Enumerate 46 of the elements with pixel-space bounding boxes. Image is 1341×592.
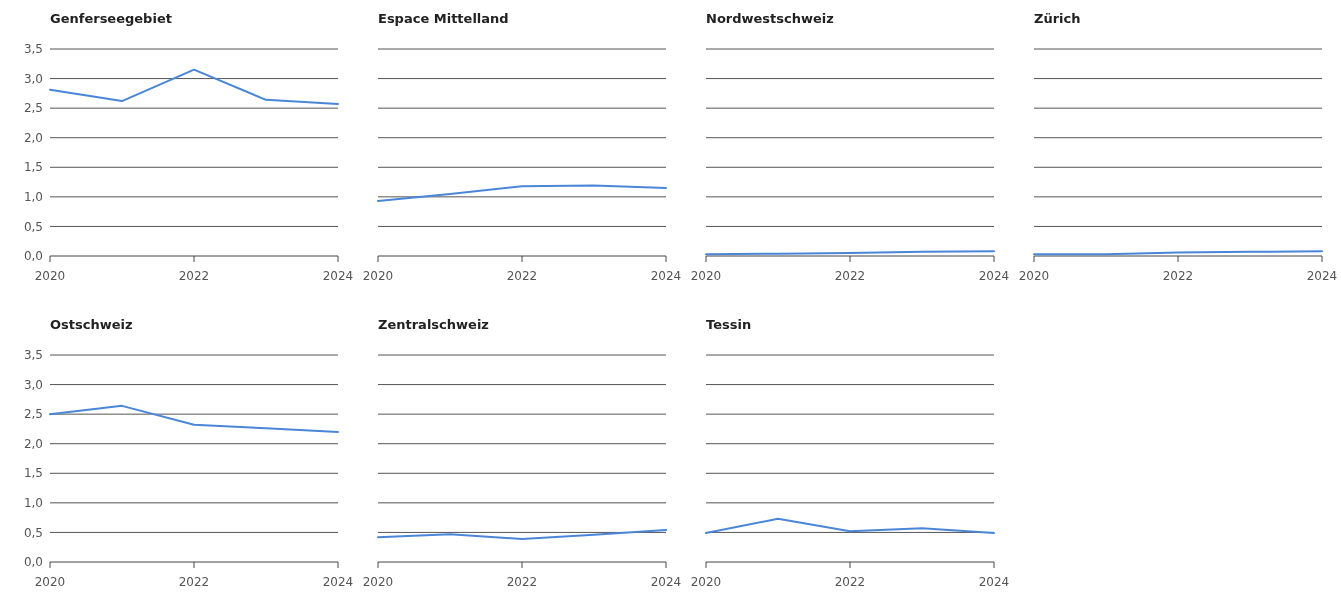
y-tick-label: 1,5 (23, 160, 43, 175)
y-tick-label: 0,0 (23, 249, 43, 264)
x-tick-label: 2024 (322, 269, 354, 283)
x-tick-label: 2020 (362, 269, 394, 283)
y-tick-label: 3,5 (23, 42, 43, 57)
y-tick-label: 0,5 (23, 219, 43, 234)
x-tick-label: 2022 (178, 575, 210, 589)
chart-title: Zürich (1034, 11, 1081, 26)
y-tick-label: 3,0 (23, 71, 43, 86)
x-tick-label: 2024 (1306, 269, 1338, 283)
x-tick-label: 2022 (506, 269, 538, 283)
y-tick-label: 2,5 (23, 101, 43, 116)
x-tick-label: 2022 (834, 269, 866, 283)
x-tick-label: 2020 (34, 269, 66, 283)
chart-title: Genferseegebiet (50, 11, 172, 26)
x-tick-label: 2024 (650, 269, 682, 283)
x-tick-label: 2020 (34, 575, 66, 589)
chart-title: Nordwestschweiz (706, 11, 834, 26)
y-tick-label: 2,0 (23, 130, 43, 145)
line-series (49, 68, 339, 105)
x-tick-label: 2024 (978, 269, 1010, 283)
x-tick-label: 2022 (1162, 269, 1194, 283)
y-tick-label: 1,0 (23, 190, 43, 205)
y-tick-label: 3,0 (23, 377, 43, 392)
y-tick-label: 0,0 (23, 555, 43, 570)
x-tick-label: 2024 (322, 575, 354, 589)
x-tick-label: 2020 (362, 575, 394, 589)
y-tick-label: 2,0 (23, 436, 43, 451)
chart-title: Tessin (706, 317, 752, 332)
x-tick-label: 2020 (690, 575, 722, 589)
y-tick-label: 1,0 (23, 496, 43, 511)
x-tick-label: 2022 (506, 575, 538, 589)
x-tick-label: 2022 (834, 575, 866, 589)
chart-title: Espace Mittelland (378, 11, 509, 26)
x-tick-label: 2020 (1018, 269, 1050, 283)
y-tick-label: 3,5 (23, 348, 43, 363)
x-tick-label: 2024 (650, 575, 682, 589)
y-tick-label: 0,5 (23, 525, 43, 540)
x-tick-label: 2024 (978, 575, 1010, 589)
line-series (49, 404, 339, 433)
chart-title: Zentralschweiz (378, 317, 489, 332)
x-tick-label: 2020 (690, 269, 722, 283)
y-tick-label: 1,5 (23, 466, 43, 481)
y-tick-label: 2,5 (23, 407, 43, 422)
x-tick-label: 2022 (178, 269, 210, 283)
chart-title: Ostschweiz (50, 317, 133, 332)
